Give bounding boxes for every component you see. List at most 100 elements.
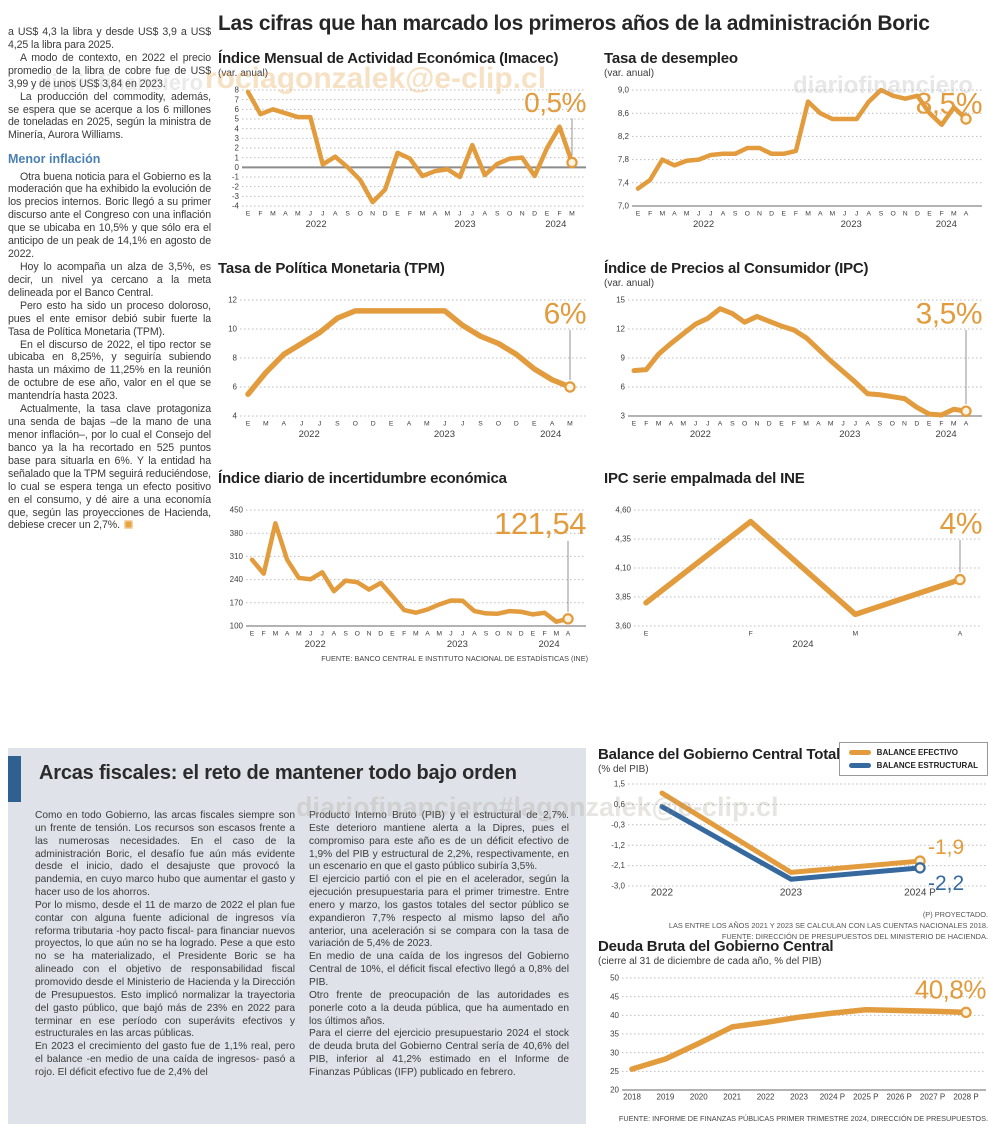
svg-text:J: J <box>458 211 461 218</box>
svg-text:O: O <box>353 421 358 428</box>
svg-text:12: 12 <box>616 325 625 334</box>
svg-text:D: D <box>514 421 519 428</box>
svg-text:F: F <box>557 211 561 218</box>
svg-text:8: 8 <box>235 86 240 95</box>
svg-text:F: F <box>408 211 412 218</box>
svg-text:8,5%: 8,5% <box>916 87 982 120</box>
svg-text:3: 3 <box>235 134 240 143</box>
svg-text:2022: 2022 <box>299 429 320 440</box>
svg-text:D: D <box>914 421 919 428</box>
svg-text:6: 6 <box>621 383 626 392</box>
chart-subtitle: (cierre al 31 de diciembre de cada año, … <box>598 956 822 967</box>
svg-text:2022: 2022 <box>305 219 326 230</box>
svg-text:M: M <box>828 421 834 428</box>
svg-text:M: M <box>420 211 426 218</box>
svg-text:J: J <box>461 631 464 638</box>
svg-text:F: F <box>939 421 943 428</box>
svg-text:J: J <box>309 631 312 638</box>
svg-text:E: E <box>644 631 649 638</box>
svg-text:-3,0: -3,0 <box>611 882 625 891</box>
chart-balance: Balance del Gobierno Central Total BALAN… <box>598 742 988 942</box>
article-paragraph: En el discurso de 2022, el tipo rector s… <box>8 338 211 403</box>
svg-text:3: 3 <box>621 412 626 421</box>
svg-text:E: E <box>389 421 394 428</box>
svg-text:4,10: 4,10 <box>615 564 631 573</box>
panel-paragraph: Producto Interno Bruto (PIB) y el estruc… <box>309 810 569 873</box>
svg-text:E: E <box>632 421 637 428</box>
svg-text:A: A <box>282 421 287 428</box>
svg-text:8: 8 <box>233 354 238 363</box>
svg-text:7,4: 7,4 <box>618 178 630 187</box>
svg-text:-1,2: -1,2 <box>611 841 625 850</box>
svg-text:E: E <box>927 211 932 218</box>
svg-text:A: A <box>283 211 288 218</box>
chart-tpm: Tasa de Política Monetaria (TPM) 4 6 8 10 12… <box>218 260 588 442</box>
article-paragraph: La producción del commodity, además, se … <box>8 90 211 142</box>
svg-text:7,8: 7,8 <box>618 155 630 164</box>
fiscal-panel: Arcas fiscales: el reto de mantener todo… <box>8 748 586 1124</box>
legend-item: BALANCE ESTRUCTURAL <box>848 761 978 770</box>
chart-title: Índice Mensual de Actividad Económica (I… <box>218 50 559 67</box>
svg-text:A: A <box>332 631 337 638</box>
svg-text:2018: 2018 <box>623 1093 641 1102</box>
balance-line-chart: 1,5 0,6 -0,3 -1,2 -2,1 -3,0 2022 2023 2024 P -1,9… <box>611 780 986 899</box>
panel-column-2: Producto Interno Bruto (PIB) y el estruc… <box>309 810 569 1080</box>
svg-text:3,60: 3,60 <box>615 622 631 631</box>
svg-text:-4: -4 <box>232 202 240 211</box>
svg-text:O: O <box>507 211 512 218</box>
svg-text:2022: 2022 <box>693 219 714 230</box>
svg-text:F: F <box>794 211 798 218</box>
chart-subtitle: (% del PIB) <box>598 764 649 775</box>
svg-text:S: S <box>343 631 348 638</box>
svg-text:M: M <box>684 211 690 218</box>
svg-text:D: D <box>383 211 388 218</box>
svg-text:20: 20 <box>610 1086 619 1095</box>
svg-text:S: S <box>335 421 340 428</box>
svg-text:M: M <box>295 211 301 218</box>
svg-text:S: S <box>345 211 350 218</box>
svg-text:J: J <box>461 421 464 428</box>
svg-text:J: J <box>309 211 312 218</box>
svg-text:E: E <box>531 631 536 638</box>
svg-text:D: D <box>769 211 774 218</box>
panel-accent-bar <box>8 756 21 802</box>
svg-text:4: 4 <box>235 124 240 133</box>
chart-source: FUENTE: INFORME DE FINANZAS PÚBLICAS PRI… <box>618 1114 988 1123</box>
chart-deuda: Deuda Bruta del Gobierno Central (cierre… <box>598 938 988 1123</box>
svg-text:D: D <box>767 421 772 428</box>
end-of-article-icon <box>123 520 133 530</box>
svg-text:F: F <box>792 421 796 428</box>
svg-text:2022: 2022 <box>757 1093 775 1102</box>
svg-text:2024 P: 2024 P <box>820 1093 845 1102</box>
svg-text:E: E <box>246 211 251 218</box>
svg-text:E: E <box>250 631 255 638</box>
chart-title: Índice de Precios al Consumidor (IPC) <box>604 260 869 277</box>
svg-text:O: O <box>355 631 360 638</box>
svg-text:F: F <box>644 421 648 428</box>
svg-text:E: E <box>782 211 787 218</box>
chart-title: Índice diario de incertidumbre económica <box>218 470 507 487</box>
svg-text:O: O <box>890 211 895 218</box>
svg-text:-0,3: -0,3 <box>611 820 625 829</box>
svg-text:D: D <box>915 211 920 218</box>
panel-paragraph: El ejercicio partió con el pie en el ace… <box>309 874 569 950</box>
svg-text:240: 240 <box>230 575 244 584</box>
chart-footnote: (P) PROYECTADO. <box>922 910 988 919</box>
svg-text:D: D <box>371 421 376 428</box>
svg-text:M: M <box>424 421 430 428</box>
svg-text:380: 380 <box>230 529 244 538</box>
svg-text:-3: -3 <box>232 192 240 201</box>
svg-text:E: E <box>246 421 251 428</box>
svg-text:-2,1: -2,1 <box>611 861 625 870</box>
svg-text:N: N <box>367 631 372 638</box>
svg-text:J: J <box>471 211 474 218</box>
svg-text:2024: 2024 <box>936 219 957 230</box>
svg-text:25: 25 <box>610 1067 619 1076</box>
svg-text:2023: 2023 <box>839 429 860 440</box>
panel-columns: Como en todo Gobierno, las arcas fiscale… <box>35 810 569 1080</box>
chart-subtitle: (var. anual) <box>604 278 655 289</box>
svg-text:10: 10 <box>228 325 237 334</box>
svg-text:5: 5 <box>235 115 240 124</box>
svg-text:J: J <box>443 421 446 428</box>
